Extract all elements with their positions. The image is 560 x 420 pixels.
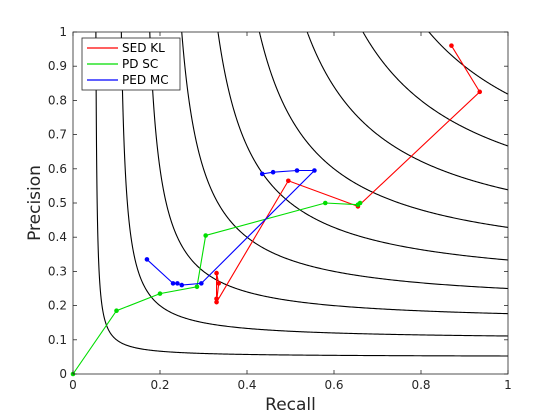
- legend: SED KL PD SC PED MC: [81, 37, 181, 91]
- data-point: [357, 200, 363, 206]
- data-point: [114, 308, 119, 314]
- f1-contour-curves: [95, 32, 508, 357]
- x-tick-label: 0: [69, 378, 77, 392]
- data-point: [259, 171, 265, 177]
- series-line: [146, 169, 316, 286]
- data-point: [175, 281, 180, 286]
- f1-contour-0.9: [428, 32, 508, 95]
- series-line: [72, 202, 361, 375]
- data-point: [294, 168, 300, 173]
- x-axis-label: Recall: [265, 395, 316, 415]
- data-point: [323, 200, 328, 206]
- data-point: [286, 178, 291, 184]
- data-point: [179, 282, 185, 288]
- data-point: [449, 43, 454, 48]
- y-tick-label: 0.4: [48, 230, 67, 244]
- data-point: [216, 281, 222, 286]
- y-tick-label: 1: [59, 25, 67, 39]
- data-point: [270, 169, 276, 175]
- x-tick-label: 1: [504, 378, 512, 392]
- y-tick-label: 0.1: [48, 333, 67, 347]
- legend-item: SED KL: [87, 41, 165, 55]
- series-ped-mc: [144, 168, 317, 288]
- y-tick-label: 0.2: [48, 299, 67, 313]
- y-tick-label: 0.9: [48, 59, 67, 73]
- axis-ticks: 0 0.2 0.4 0.6 0.8 1 0 0.1 0.2 0.3 0.4 0.5 0.6 0.7 0.8 0…: [48, 25, 512, 392]
- f1-contour-0.5: [217, 32, 508, 261]
- y-tick-label: 0.6: [48, 162, 67, 176]
- series-sed-kl: [214, 43, 483, 305]
- data-point: [170, 281, 176, 286]
- legend-label: PD SC: [122, 57, 158, 71]
- data-point: [194, 284, 200, 290]
- data-point: [144, 257, 150, 262]
- data-point: [199, 281, 204, 286]
- x-tick-label: 0.2: [150, 378, 169, 392]
- series-lines: [70, 43, 483, 377]
- y-tick-label: 0.3: [48, 264, 67, 278]
- data-point: [203, 233, 208, 238]
- y-tick-label: 0.5: [48, 196, 67, 210]
- f1-contour-0.4: [181, 32, 508, 290]
- f1-contour-0.8: [362, 32, 508, 147]
- legend-label: PED MC: [122, 73, 169, 87]
- x-tick-label: 0.4: [237, 378, 256, 392]
- legend-label: SED KL: [122, 41, 165, 55]
- y-axis-label: Precision: [25, 165, 45, 241]
- data-point: [214, 299, 219, 305]
- f1-contour-0.6: [258, 32, 508, 228]
- f1-contour-0.2: [120, 32, 508, 337]
- legend-item: PED MC: [87, 73, 169, 87]
- data-point: [312, 168, 317, 173]
- x-tick-label: 0.8: [411, 378, 430, 392]
- series-line: [216, 45, 481, 303]
- x-tick-label: 0.6: [324, 378, 343, 392]
- f1-contour-0.7: [306, 32, 508, 191]
- f1-contour-0.1: [95, 32, 508, 357]
- y-tick-label: 0.7: [48, 128, 67, 142]
- data-point: [157, 291, 163, 296]
- data-point: [214, 296, 219, 302]
- data-point: [214, 270, 219, 276]
- data-point: [477, 89, 483, 95]
- legend-item: PD SC: [87, 57, 158, 71]
- y-tick-label: 0: [59, 367, 67, 381]
- f1-contour-0.3: [149, 32, 508, 315]
- y-tick-label: 0.8: [48, 93, 67, 107]
